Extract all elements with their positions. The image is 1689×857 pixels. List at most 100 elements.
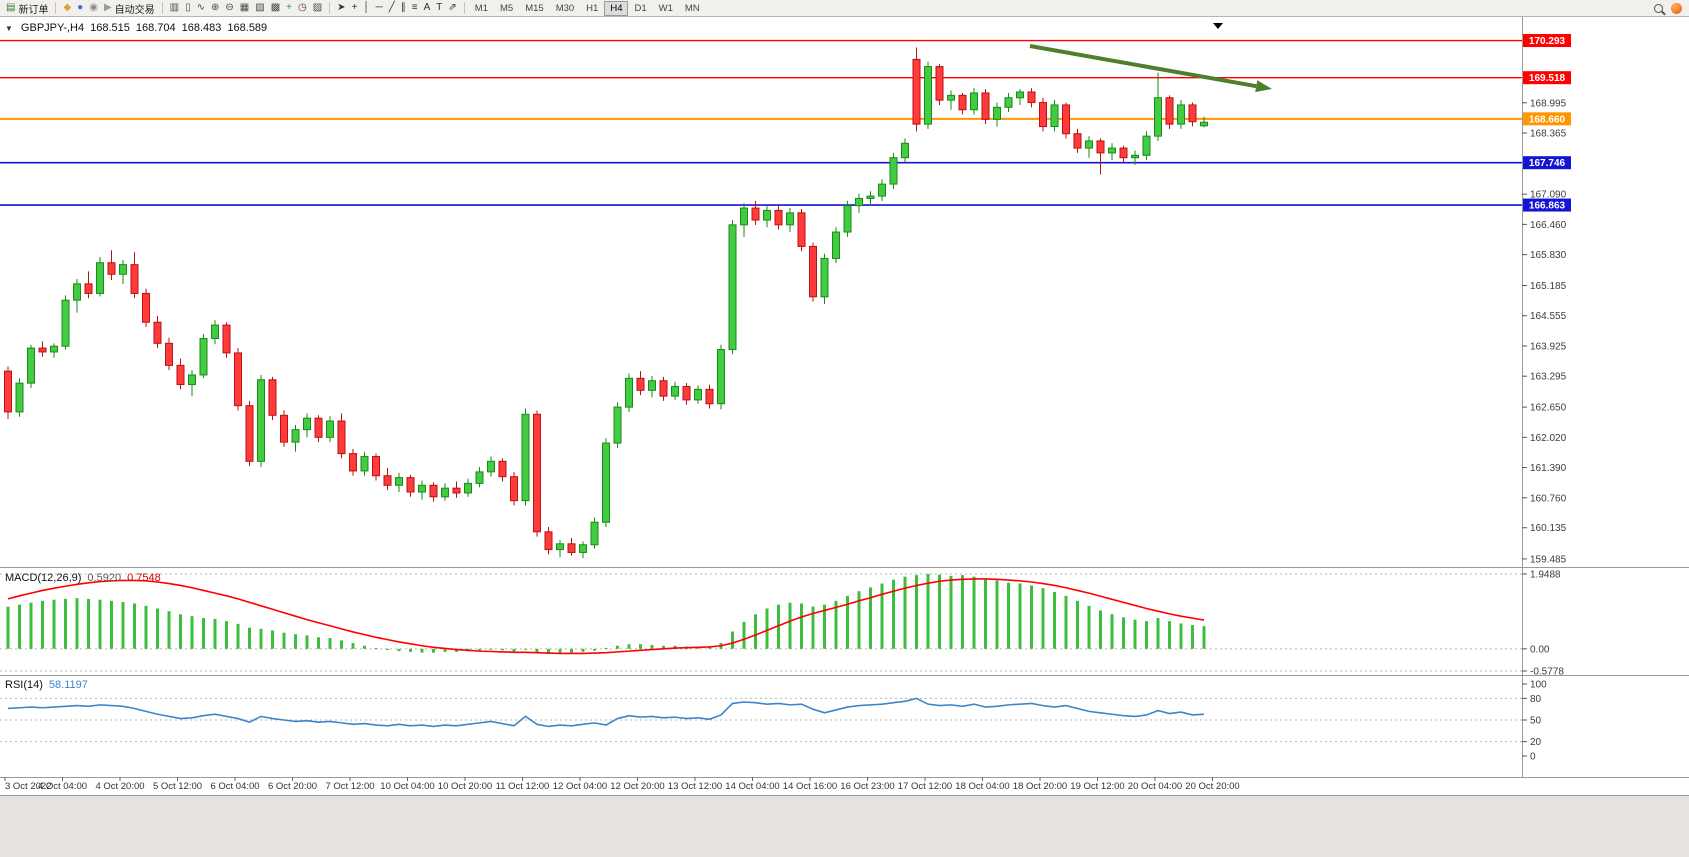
- candle: [429, 484, 438, 498]
- candle: [1108, 147, 1116, 154]
- macd-histogram-bar: [282, 632, 286, 649]
- candle: [314, 417, 323, 438]
- candle: [521, 413, 530, 502]
- chart-shift-marker[interactable]: [1213, 23, 1223, 29]
- macd-histogram-bar: [800, 603, 803, 649]
- vertical-line-icon: │: [363, 2, 370, 13]
- zoom-out-button[interactable]: ⊖: [222, 1, 236, 15]
- crosshair-button[interactable]: +: [349, 1, 361, 15]
- timeframe-h1-button[interactable]: H1: [586, 2, 599, 14]
- candle: [682, 385, 691, 401]
- candle: [981, 92, 990, 120]
- timeframe-m1-button[interactable]: M1: [474, 2, 488, 14]
- arrow-tools-button[interactable]: ⇗: [445, 1, 459, 15]
- candle: [671, 385, 679, 397]
- vertical-line-button[interactable]: │: [360, 1, 372, 15]
- candle: [73, 283, 81, 301]
- candle: [832, 231, 840, 259]
- trend-arrow-head[interactable]: [1255, 80, 1272, 93]
- candle: [625, 377, 633, 408]
- period-button[interactable]: ◷: [295, 1, 310, 15]
- channel-button[interactable]: ∥: [398, 1, 409, 15]
- candle: [475, 471, 484, 484]
- macd-histogram-bar: [512, 648, 516, 652]
- rsi-scale-label: 100: [1530, 680, 1547, 691]
- y-tick-label: 168.995: [1530, 98, 1567, 109]
- macd-histogram-bar: [1030, 585, 1033, 649]
- macd-histogram-bar: [478, 648, 481, 651]
- candle: [84, 283, 93, 294]
- x-tick-label: 4 Oct 20:00: [95, 781, 144, 792]
- zoom-in-button[interactable]: ⊕: [208, 1, 222, 15]
- candle: [843, 205, 852, 233]
- candle: [510, 476, 518, 502]
- macd-histogram-bar: [1007, 582, 1010, 649]
- macd-histogram-bar: [317, 637, 320, 649]
- channel-icon: ∥: [400, 2, 406, 13]
- market-watch-button[interactable]: ●: [74, 1, 86, 15]
- macd-histogram-bar: [604, 648, 608, 650]
- timeframe-mn-button[interactable]: MN: [684, 2, 700, 14]
- candle: [866, 195, 875, 199]
- templates-button[interactable]: ▨: [310, 1, 325, 15]
- candle: [61, 299, 70, 347]
- candlestick-chart-button[interactable]: ▯: [182, 1, 194, 15]
- x-tick-label: 3 Oct 2022: [5, 781, 51, 792]
- timeframe-h4-button[interactable]: H4: [604, 0, 629, 16]
- fibonacci-button[interactable]: ≡: [409, 1, 421, 15]
- timeframe-w1-button[interactable]: W1: [658, 2, 673, 14]
- text-button[interactable]: A: [421, 1, 434, 15]
- y-tick-label: 159.485: [1530, 554, 1567, 565]
- auto-trading-button[interactable]: ▶ 自动交易: [101, 1, 158, 16]
- timeframe-m5-button[interactable]: M5: [500, 2, 514, 14]
- macd-histogram-bar: [190, 616, 194, 649]
- label-button[interactable]: T: [433, 1, 445, 15]
- macd-signal-line: [7, 578, 1205, 655]
- macd-histogram-bar: [949, 575, 953, 649]
- x-tick-label: 20 Oct 04:00: [1128, 781, 1182, 792]
- trendline-button[interactable]: ╱: [386, 1, 398, 15]
- x-tick-label: 13 Oct 12:00: [668, 781, 722, 792]
- price-level-label: 168.660: [1529, 114, 1566, 125]
- chart-background: [0, 17, 1689, 795]
- candle: [751, 207, 760, 221]
- macd-histogram-bar: [972, 576, 976, 649]
- line-chart-button[interactable]: ∿: [194, 1, 208, 15]
- timeframe-d1-button[interactable]: D1: [634, 2, 647, 14]
- candle: [774, 209, 783, 226]
- macd-histogram-bar: [616, 645, 619, 649]
- favorites-button[interactable]: ◆: [60, 1, 74, 15]
- timeframe-m15-button[interactable]: M15: [525, 2, 544, 14]
- candle: [38, 347, 47, 353]
- macd-histogram-bar: [110, 600, 113, 649]
- macd-scale-label: 0.00: [1530, 644, 1550, 655]
- add-indicator-button[interactable]: +: [283, 1, 295, 15]
- candle: [1016, 91, 1024, 99]
- notifications-icon[interactable]: [1671, 2, 1682, 14]
- arrange-windows-icon: ▧: [255, 2, 265, 13]
- sound-button[interactable]: ◉: [86, 1, 101, 15]
- macd-histogram-bar: [639, 644, 642, 649]
- candle: [245, 405, 254, 462]
- macd-histogram-bar: [52, 599, 56, 649]
- arrange-windows-button[interactable]: ▧: [252, 1, 267, 15]
- bar-chart-button[interactable]: ▥: [167, 1, 182, 15]
- templates-icon: ▨: [312, 2, 323, 13]
- cursor-button[interactable]: ➤: [334, 1, 348, 15]
- new-order-button[interactable]: ▤ 新订单: [3, 1, 51, 16]
- candle: [1119, 147, 1128, 159]
- trend-arrow-line[interactable]: [1029, 44, 1257, 89]
- y-tick-label: 167.090: [1530, 190, 1567, 201]
- zoom-out-icon: ⊖: [225, 2, 234, 13]
- timeframe-m30-button[interactable]: M30: [555, 2, 575, 14]
- line-chart-icon: ∿: [196, 2, 205, 13]
- tile-windows-button[interactable]: ▦: [237, 1, 252, 15]
- cascade-windows-button[interactable]: ▩: [268, 1, 283, 15]
- macd-histogram-bar: [133, 603, 136, 649]
- search-icon[interactable]: [1654, 3, 1663, 13]
- macd-histogram-bar: [121, 601, 125, 649]
- macd-histogram-bar: [1064, 595, 1068, 649]
- horizontal-line-button[interactable]: ─: [373, 1, 386, 15]
- macd-histogram-bar: [305, 635, 309, 649]
- macd-histogram-bar: [834, 600, 838, 649]
